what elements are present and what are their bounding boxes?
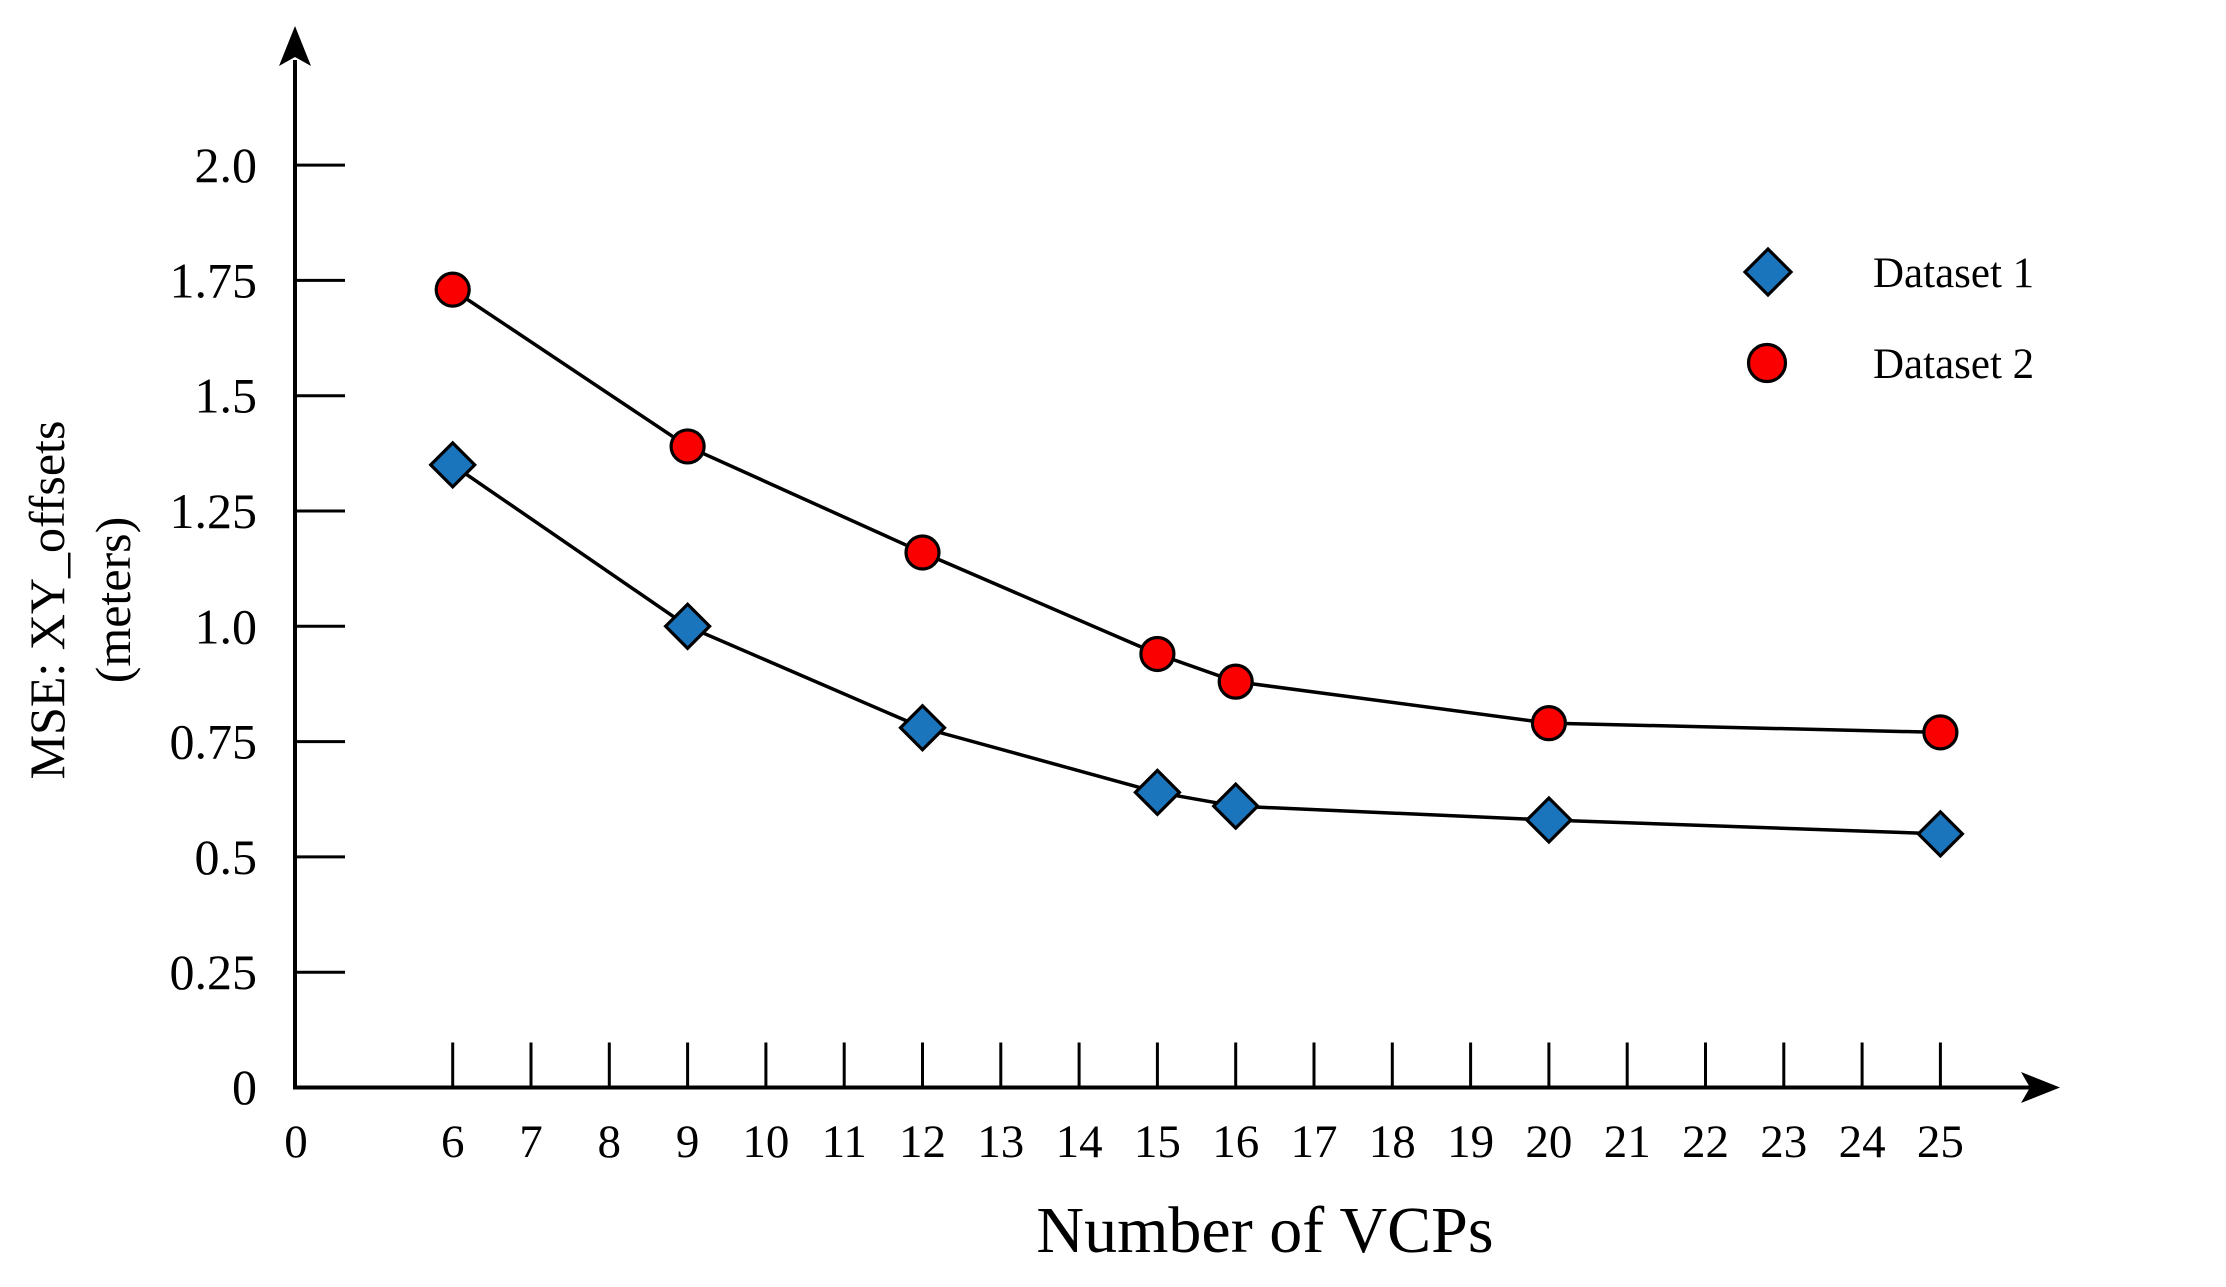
- x-tick-label: 10: [742, 1116, 789, 1168]
- legend-group: [1742, 246, 1794, 384]
- axes-group: 0.25 0.5 0.75 1.0 1.25 1.5 1.75 2.0 6 7 8 9 10 11 12 13…: [170, 26, 2060, 1168]
- y-axis-title-line2: (meters): [85, 517, 141, 684]
- data-point-marker-dataset-1: [1524, 795, 1574, 845]
- y-tick-label: 1.0: [195, 598, 258, 654]
- x-tick-label: 13: [977, 1116, 1024, 1168]
- legend-label-dataset-2: Dataset 2: [1873, 341, 2034, 388]
- data-point-marker-dataset-1: [1133, 768, 1182, 817]
- data-point-marker-dataset-2: [669, 428, 706, 465]
- x-tick-label: 17: [1291, 1116, 1338, 1168]
- x-tick-label: 25: [1917, 1116, 1964, 1168]
- data-point-marker-dataset-1: [1916, 809, 1965, 859]
- x-tick-label: 24: [1839, 1116, 1886, 1168]
- x-origin-label: 0: [284, 1116, 308, 1168]
- y-tick-label: 1.25: [170, 483, 258, 539]
- x-tick-label: 20: [1525, 1116, 1572, 1168]
- legend-marker-dataset-1: [1742, 246, 1794, 298]
- data-point-marker-dataset-2: [1217, 663, 1254, 700]
- x-tick-label: 21: [1604, 1116, 1651, 1168]
- legend-label-dataset-1: Dataset 1: [1873, 250, 2034, 297]
- x-tick-label: 12: [899, 1116, 946, 1168]
- data-point-marker-dataset-2: [1139, 635, 1176, 673]
- y-tick-label: 0.25: [170, 944, 258, 1000]
- y-tick-label: 0.5: [195, 829, 258, 885]
- x-tick-label: 11: [822, 1116, 867, 1168]
- x-tick-label: 19: [1447, 1116, 1494, 1168]
- x-tick-label: 8: [598, 1116, 622, 1168]
- x-axis-arrow-icon: [2021, 1072, 2060, 1103]
- x-tick-label: 9: [676, 1116, 700, 1168]
- x-tick-label: 18: [1369, 1116, 1416, 1168]
- x-tick-label: 15: [1134, 1116, 1181, 1168]
- y-tick-label: 1.75: [170, 252, 258, 308]
- x-tick-label: 23: [1760, 1116, 1807, 1168]
- series-group: [428, 271, 1965, 859]
- data-point-marker-dataset-1: [898, 703, 947, 753]
- data-point-marker-dataset-1: [1211, 781, 1260, 831]
- y-tick-label: 2.0: [195, 137, 258, 193]
- x-tick-label: 22: [1682, 1116, 1729, 1168]
- x-tick-label: 6: [441, 1116, 465, 1168]
- y-tick-label: 0.75: [170, 714, 258, 770]
- data-point-marker-dataset-1: [663, 602, 712, 651]
- legend-marker-dataset-2: [1746, 342, 1788, 384]
- data-point-marker-dataset-1: [428, 440, 477, 490]
- x-tick-label: 14: [1056, 1116, 1103, 1168]
- x-tick-label: 16: [1212, 1116, 1259, 1168]
- y-origin-label: 0: [232, 1059, 257, 1115]
- data-point-marker-dataset-2: [1922, 714, 1959, 751]
- x-axis-title: Number of VCPs: [1036, 1194, 1493, 1267]
- data-point-marker-dataset-2: [434, 271, 471, 308]
- y-axis-title-line1: MSE: XY_offsets: [19, 421, 75, 780]
- x-tick-label: 7: [519, 1116, 543, 1168]
- series-line-dataset-2: [451, 288, 1941, 735]
- y-axis-arrow-icon: [279, 26, 311, 66]
- series-line-dataset-1: [451, 463, 1941, 836]
- y-tick-label: 1.5: [195, 368, 258, 424]
- data-point-marker-dataset-2: [904, 534, 941, 571]
- data-point-marker-dataset-2: [1530, 705, 1568, 742]
